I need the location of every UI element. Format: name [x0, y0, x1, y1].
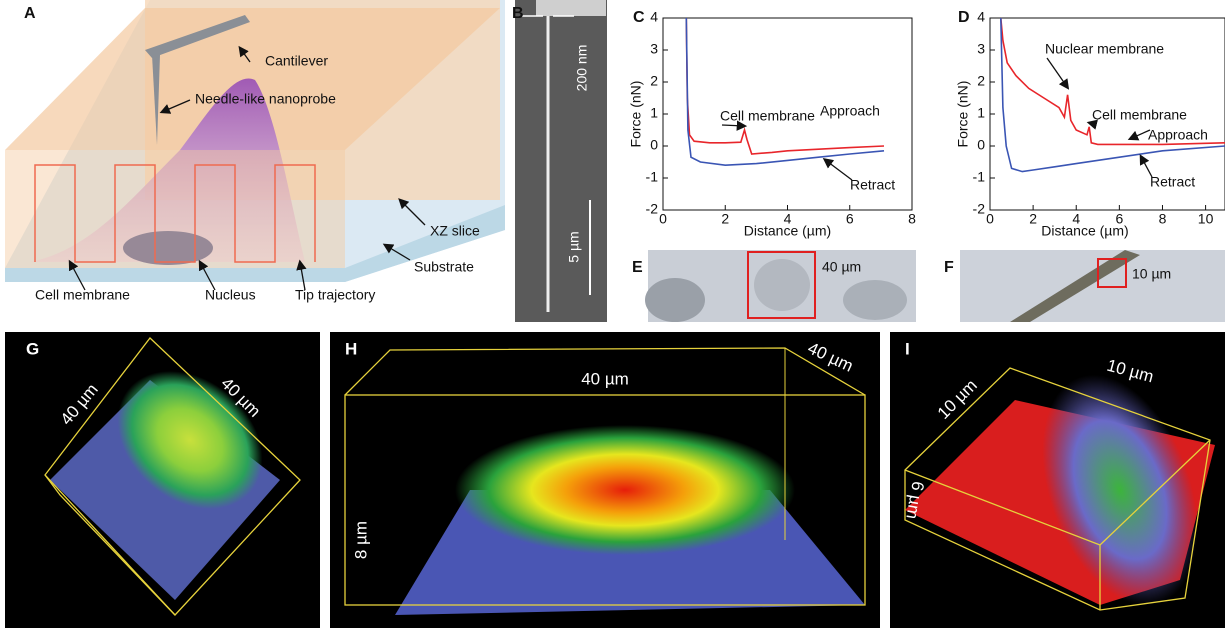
- scale-label: 200 nm: [574, 45, 590, 92]
- label: Nucleus: [205, 287, 256, 303]
- annotation: Cell membrane: [720, 108, 815, 124]
- panel-label: A: [24, 5, 36, 22]
- annotation-arrow: [1047, 58, 1068, 88]
- render: 40 µm 40 µm 8 µm H: [330, 332, 880, 628]
- annotation: Nuclear membrane: [1045, 41, 1164, 57]
- panel-label: C: [633, 9, 645, 26]
- x-tick-label: 8: [1159, 211, 1167, 227]
- render: 10 µm 10 µm 6 µm I: [890, 332, 1225, 628]
- label: Tip trajectory: [295, 287, 375, 303]
- y-tick-label: 4: [977, 9, 985, 25]
- y-tick-label: 4: [650, 9, 658, 25]
- panel-label: B: [512, 5, 524, 22]
- y-tick-label: 0: [977, 137, 985, 153]
- dimension-label: 8 µm: [351, 521, 370, 559]
- panel-label: G: [26, 339, 39, 358]
- x-axis-label: Distance (µm): [744, 223, 831, 239]
- y-axis-label: Force (nN): [955, 81, 971, 148]
- x-tick-label: 6: [846, 211, 854, 227]
- annotation: Approach: [1148, 127, 1208, 143]
- label: Cantilever: [265, 53, 328, 69]
- charts: C D -2 -1 0 1 2 3 4 0 2 4 6 8 Distance (µm) Force (nN…: [628, 9, 1225, 239]
- x-tick-label: 2: [721, 211, 729, 227]
- scale-label: 5 µm: [566, 231, 582, 262]
- dimension-label: 40 µm: [581, 369, 629, 388]
- annotation: Retract: [850, 177, 895, 193]
- panel-label: F: [944, 259, 954, 276]
- line: [686, 18, 884, 154]
- y-tick-label: 3: [650, 41, 658, 57]
- annotation-arrow: [1141, 156, 1152, 177]
- y-tick-label: 2: [650, 73, 658, 89]
- sem-image: 200 nm 5 µm B: [512, 0, 607, 322]
- annotation-arrow: [722, 125, 745, 126]
- annotation-arrow: [1089, 123, 1094, 124]
- annotation: Retract: [1150, 174, 1195, 190]
- y-tick-label: 0: [650, 137, 658, 153]
- label: Substrate: [414, 259, 474, 275]
- micrograph: 10 µm F: [944, 250, 1225, 322]
- y-tick-label: -2: [973, 201, 986, 217]
- panel-label: E: [632, 259, 643, 276]
- line: [1001, 18, 1225, 144]
- y-tick-label: -1: [646, 169, 659, 185]
- y-tick-label: 1: [650, 105, 658, 121]
- scale-label: 10 µm: [1132, 266, 1171, 282]
- x-tick-label: 8: [908, 211, 916, 227]
- x-tick-label: 10: [1198, 211, 1214, 227]
- panel-label: I: [905, 339, 910, 358]
- annotation: Approach: [820, 103, 880, 119]
- y-tick-label: 3: [977, 41, 985, 57]
- x-axis-label: Distance (µm): [1041, 223, 1128, 239]
- schematic: Cantilever Needle-like nanoprobe XZ slic…: [5, 0, 505, 303]
- x-tick-label: 0: [659, 211, 667, 227]
- scale-label: 40 µm: [822, 259, 861, 275]
- x-tick-label: 0: [986, 211, 994, 227]
- y-axis-label: Force (nN): [628, 81, 644, 148]
- y-tick-label: 2: [977, 73, 985, 89]
- y-tick-label: -2: [646, 201, 659, 217]
- render: 40 µm 40 µm G: [5, 332, 320, 628]
- annotation: Cell membrane: [1092, 107, 1187, 123]
- figure: Cantilever Needle-like nanoprobe XZ slic…: [0, 0, 1225, 628]
- label: Needle-like nanoprobe: [195, 91, 336, 107]
- panel-label: D: [958, 9, 970, 26]
- label: Cell membrane: [35, 287, 130, 303]
- annotation-arrow: [825, 160, 852, 180]
- label: XZ slice: [430, 223, 480, 239]
- x-tick-label: 2: [1029, 211, 1037, 227]
- y-tick-label: -1: [973, 169, 986, 185]
- micrograph: 40 µm E: [632, 250, 916, 322]
- panel-label: H: [345, 339, 357, 358]
- y-tick-label: 1: [977, 105, 985, 121]
